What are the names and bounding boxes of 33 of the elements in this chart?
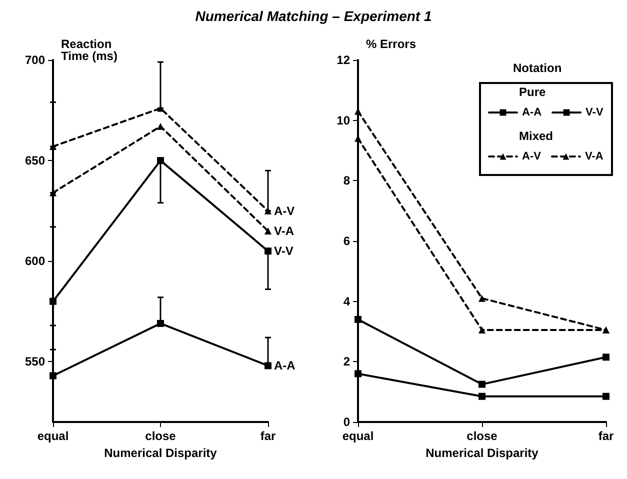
legend-label: V-A bbox=[584, 150, 604, 162]
y-tick-label: 2 bbox=[343, 354, 350, 369]
y-tick-label: 650 bbox=[24, 154, 46, 168]
x-tick-label: equal bbox=[342, 429, 374, 443]
x-axis-title: Numerical Disparity bbox=[104, 446, 218, 460]
x-tick-label: equal bbox=[37, 429, 69, 443]
series-label: V-A bbox=[274, 224, 294, 238]
y-axis-title: Reaction Time (ms) bbox=[61, 37, 118, 63]
x-axis-title: Numerical Disparity bbox=[426, 446, 539, 460]
annotation: Mixed bbox=[519, 129, 554, 143]
y-tick-label: 550 bbox=[24, 354, 46, 369]
series-label: V-V bbox=[274, 244, 294, 258]
y-axis-title: % Errors bbox=[366, 37, 416, 51]
x-tick-label: far bbox=[260, 429, 276, 443]
legend-label: A-V bbox=[522, 150, 542, 162]
y-tick-label: 0 bbox=[343, 415, 350, 429]
text: Numerical Matching – Experiment 1 bbox=[194, 8, 433, 26]
legend-label: V-V bbox=[586, 106, 604, 118]
annotation: Pure bbox=[519, 85, 546, 99]
legend-label: A-A bbox=[522, 106, 542, 118]
series-label: A-V bbox=[274, 204, 295, 218]
y-tick-label: 10 bbox=[336, 113, 350, 128]
x-tick-label: far bbox=[598, 429, 614, 443]
y-tick-label: 700 bbox=[24, 53, 46, 67]
y-tick-label: 8 bbox=[343, 174, 350, 188]
y-tick-label: 12 bbox=[336, 53, 350, 67]
y-tick-label: 6 bbox=[343, 234, 350, 248]
y-tick-label: 600 bbox=[24, 254, 46, 268]
x-tick-label: close bbox=[466, 429, 498, 443]
series-label: A-A bbox=[274, 358, 296, 373]
x-tick-label: close bbox=[145, 429, 176, 443]
y-tick-label: 4 bbox=[343, 294, 350, 308]
legend-title: Notation bbox=[513, 61, 562, 75]
